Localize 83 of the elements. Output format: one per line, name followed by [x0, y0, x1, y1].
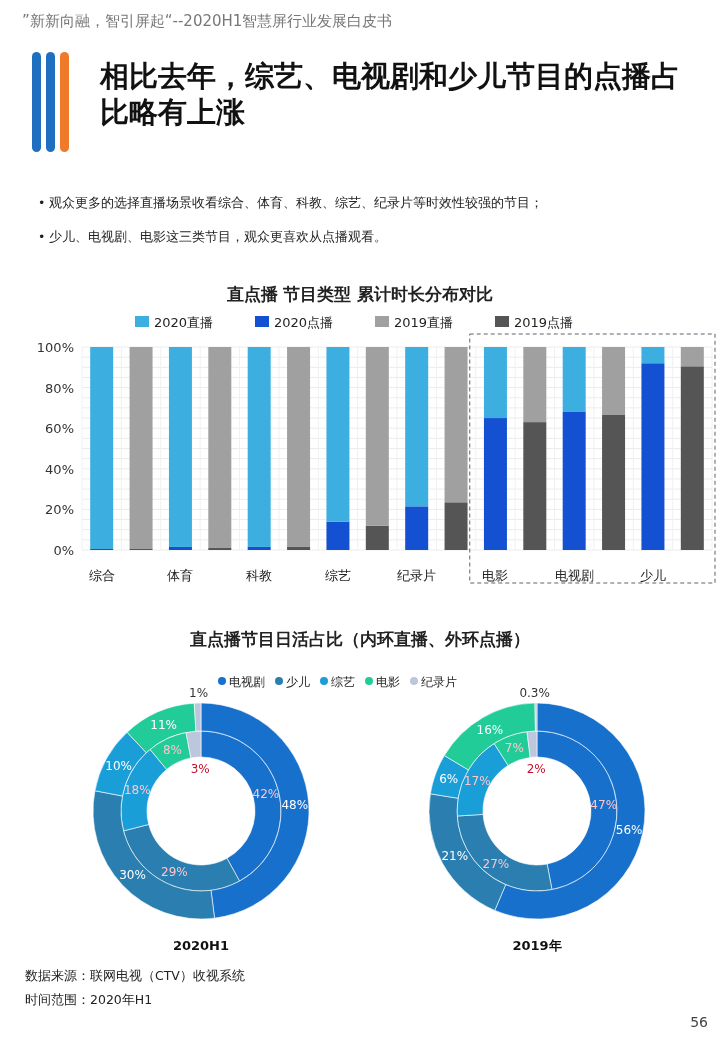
- x-tick-label: 电视剧: [554, 568, 594, 583]
- legend-label: 2020直播: [154, 315, 214, 330]
- x-tick-label: 体育: [167, 568, 194, 583]
- bar: [680, 366, 704, 550]
- legend-label: 2020点播: [274, 315, 334, 330]
- data-label: 6%: [439, 771, 459, 786]
- data-label: 3%: [190, 762, 210, 777]
- data-label: 27%: [482, 856, 510, 871]
- bar: [641, 363, 665, 550]
- bar: [287, 546, 311, 550]
- y-tick-label: 40%: [45, 461, 74, 477]
- y-tick-label: 20%: [45, 502, 74, 518]
- x-tick-label: 综艺: [324, 568, 351, 583]
- bar: [523, 347, 547, 423]
- data-label: 1%: [189, 686, 209, 701]
- chart-title: 直点播节目日活占比（内环直播、外环点播）: [189, 629, 530, 649]
- text: • 观众更多的选择直播场景收看综合、体育、科教、综艺、纪录片等时效性较强的节目；: [38, 195, 544, 212]
- data-label: 48%: [281, 798, 309, 813]
- bar: [602, 347, 626, 416]
- bar: [641, 347, 665, 364]
- data-label: 21%: [441, 849, 469, 864]
- bar: [562, 411, 586, 550]
- data-label: 7%: [504, 740, 524, 755]
- text: 56: [690, 1014, 708, 1030]
- bar: [483, 347, 507, 419]
- bar: [208, 547, 232, 550]
- bar: [168, 347, 192, 547]
- text: 2020H1: [172, 938, 230, 953]
- legend-label: 2019直播: [394, 315, 454, 330]
- data-label: 17%: [463, 773, 491, 788]
- data-label: 0.3%: [519, 686, 550, 701]
- text: 2019年: [512, 938, 562, 953]
- data-label: 18%: [123, 783, 151, 798]
- data-label: 8%: [162, 743, 182, 758]
- bar: [444, 502, 468, 550]
- x-tick-label: 纪录片: [397, 568, 437, 583]
- bar: [326, 347, 350, 522]
- data-label: 11%: [150, 717, 177, 732]
- y-tick-label: 60%: [45, 421, 74, 437]
- bar: [602, 415, 626, 550]
- text: ”新新向融，智引屏起“--2020H1智慧屏行业发展白皮书: [22, 12, 393, 31]
- data-label: 16%: [476, 722, 504, 737]
- bar: [247, 546, 271, 550]
- data-label: 2%: [526, 762, 546, 777]
- bar: [483, 418, 507, 550]
- legend-label: 2019点播: [514, 315, 574, 330]
- source-note: 数据来源：联网电视（CTV）收视系统: [25, 968, 245, 985]
- data-label: 10%: [105, 758, 132, 773]
- bar: [523, 422, 547, 550]
- data-label: 56%: [615, 822, 643, 837]
- legend-label: 电视剧: [229, 675, 265, 689]
- legend-label: 纪录片: [421, 675, 457, 689]
- chart-title: 直点播 节目类型 累计时长分布对比: [225, 284, 494, 304]
- bar: [208, 347, 232, 548]
- bar: [365, 347, 389, 526]
- bar: [287, 347, 311, 547]
- x-tick-label: 少儿: [639, 568, 666, 583]
- bar: [129, 347, 153, 549]
- legend-label: 综艺: [331, 675, 355, 689]
- bar: [680, 347, 704, 367]
- text: • 少儿、电视剧、电影这三类节目，观众更喜欢从点播观看。: [38, 229, 388, 246]
- bar: [405, 506, 429, 550]
- text: 相比去年，综艺、电视剧和少儿节目的点播占比略有上涨: [100, 58, 681, 130]
- legend-label: 电影: [376, 675, 400, 689]
- bar: [562, 347, 586, 412]
- text: 时间范围：2020年H1: [25, 992, 153, 1009]
- data-label: 30%: [119, 868, 146, 883]
- x-tick-label: 科教: [246, 568, 273, 583]
- legend-label: 少儿: [286, 675, 310, 689]
- bar: [247, 347, 271, 547]
- x-tick-label: 电影: [482, 568, 509, 583]
- y-tick-label: 0%: [53, 543, 74, 558]
- bar: [444, 347, 468, 503]
- data-label: 42%: [252, 787, 280, 802]
- x-tick-label: 综合: [88, 568, 115, 583]
- y-tick-label: 100%: [36, 340, 74, 355]
- y-tick-label: 80%: [45, 380, 74, 396]
- bar: [365, 525, 389, 550]
- bar: [168, 546, 192, 550]
- bar: [405, 347, 429, 507]
- data-label: 29%: [161, 865, 188, 880]
- bar: [326, 521, 350, 550]
- bar: [90, 347, 114, 549]
